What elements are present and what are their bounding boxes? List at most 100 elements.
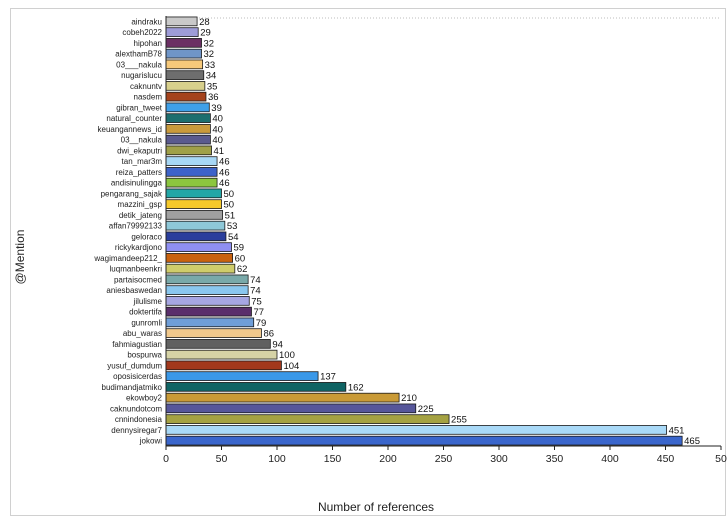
bar bbox=[165, 339, 271, 349]
x-tick-label: 300 bbox=[490, 453, 508, 465]
y-axis-label: @Mention bbox=[13, 229, 27, 285]
bar bbox=[165, 167, 218, 177]
category-label: bospurwa bbox=[127, 351, 162, 360]
value-label: 62 bbox=[237, 264, 248, 275]
bar bbox=[165, 285, 249, 295]
category-label: detik_jateng bbox=[119, 211, 162, 220]
value-label: 40 bbox=[212, 135, 223, 146]
category-label: gibran_tweet bbox=[116, 103, 163, 112]
value-label: 40 bbox=[212, 124, 223, 135]
bar bbox=[165, 70, 205, 80]
x-tick-label: 450 bbox=[657, 453, 675, 465]
category-label: hipohan bbox=[134, 39, 162, 48]
category-label: fahmiagustian bbox=[112, 340, 162, 349]
x-tick-label: 200 bbox=[379, 453, 397, 465]
category-label: jilulisme bbox=[133, 297, 163, 306]
category-label: partaisocmed bbox=[114, 275, 162, 284]
bar bbox=[165, 38, 202, 48]
value-label: 59 bbox=[233, 243, 244, 254]
value-label: 32 bbox=[204, 38, 215, 49]
x-tick-label: 400 bbox=[601, 453, 619, 465]
value-label: 75 bbox=[251, 296, 262, 307]
value-label: 46 bbox=[219, 178, 230, 189]
category-label: geloraco bbox=[131, 232, 162, 241]
bar bbox=[165, 425, 668, 435]
bar bbox=[165, 306, 252, 317]
bar bbox=[165, 371, 319, 381]
bar bbox=[165, 231, 227, 242]
category-label: 03__nakula bbox=[121, 136, 163, 145]
bar bbox=[165, 274, 249, 285]
value-label: 210 bbox=[401, 393, 417, 404]
bar bbox=[165, 317, 255, 328]
category-label: caknundotcom bbox=[110, 404, 162, 413]
category-label: dennysiregar7 bbox=[111, 426, 162, 435]
value-label: 225 bbox=[418, 404, 434, 415]
bar bbox=[165, 124, 211, 134]
category-label: gunromli bbox=[131, 318, 162, 327]
category-label: luqmanbeenkri bbox=[110, 265, 163, 274]
bar bbox=[165, 177, 218, 188]
bar bbox=[165, 242, 232, 252]
bar bbox=[165, 349, 278, 360]
category-label: cnnindonesia bbox=[115, 415, 163, 424]
value-label: 50 bbox=[224, 189, 235, 200]
x-tick-label: 150 bbox=[324, 453, 342, 465]
bar bbox=[165, 435, 683, 446]
bar bbox=[165, 145, 212, 156]
category-label: dwi_ekaputri bbox=[117, 146, 162, 155]
value-label: 79 bbox=[256, 318, 267, 329]
bar bbox=[165, 188, 222, 199]
category-label: aniesbaswedan bbox=[106, 286, 162, 295]
x-tick-label: 350 bbox=[546, 453, 564, 465]
category-label: nugarislucu bbox=[121, 71, 162, 80]
value-label: 50 bbox=[224, 200, 235, 211]
value-label: 35 bbox=[207, 81, 218, 92]
value-label: 29 bbox=[200, 28, 211, 39]
value-label: 41 bbox=[214, 146, 225, 157]
bar bbox=[165, 392, 400, 403]
value-label: 74 bbox=[250, 286, 261, 297]
bar bbox=[165, 113, 211, 123]
bar bbox=[165, 81, 206, 91]
category-label: cobeh2022 bbox=[122, 28, 162, 37]
value-label: 74 bbox=[250, 275, 261, 286]
bar bbox=[165, 134, 211, 145]
bar bbox=[165, 199, 222, 209]
value-label: 465 bbox=[684, 436, 700, 447]
x-tick-label: 100 bbox=[268, 453, 286, 465]
value-label: 46 bbox=[219, 167, 230, 178]
category-label: affan79992133 bbox=[109, 222, 163, 231]
bar bbox=[165, 210, 224, 220]
category-label: yusuf_dumdum bbox=[107, 361, 162, 370]
category-label: keuangannews_id bbox=[98, 125, 163, 134]
bar bbox=[165, 296, 250, 306]
x-tick-label: 0 bbox=[163, 453, 169, 465]
value-label: 34 bbox=[206, 71, 217, 82]
bar bbox=[165, 220, 226, 231]
x-tick-label: 50 bbox=[216, 453, 228, 465]
value-label: 33 bbox=[205, 60, 216, 71]
value-label: 60 bbox=[235, 253, 246, 264]
value-label: 77 bbox=[253, 307, 264, 318]
value-label: 32 bbox=[204, 49, 215, 60]
x-tick-label: 250 bbox=[435, 453, 453, 465]
category-label: natural_counter bbox=[106, 114, 162, 123]
category-label: abu_waras bbox=[123, 329, 162, 338]
category-label: mazzini_gsp bbox=[118, 200, 163, 209]
bar bbox=[165, 328, 262, 338]
value-label: 162 bbox=[348, 382, 364, 393]
bar bbox=[165, 403, 417, 414]
bar bbox=[165, 414, 450, 424]
category-label: oposisicerdas bbox=[113, 372, 162, 381]
bar bbox=[165, 382, 347, 392]
category-label: rickykardjono bbox=[115, 243, 163, 252]
value-label: 137 bbox=[320, 372, 336, 383]
bar bbox=[165, 263, 236, 274]
category-label: caknuntv bbox=[130, 82, 162, 91]
value-label: 36 bbox=[208, 92, 219, 103]
category-label: ekowboy2 bbox=[126, 394, 163, 403]
bar bbox=[165, 91, 207, 102]
value-label: 255 bbox=[451, 415, 467, 426]
